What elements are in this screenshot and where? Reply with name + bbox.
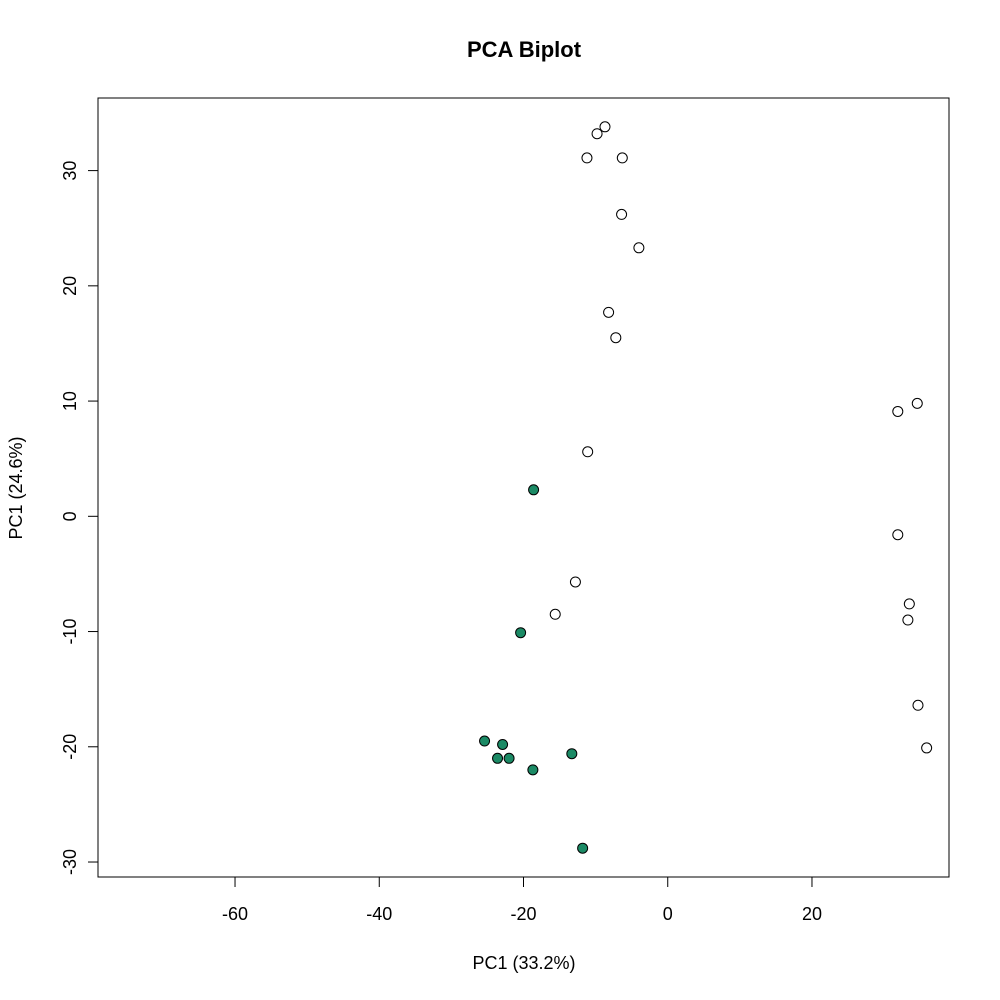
data-point [479, 735, 491, 747]
data-point [581, 152, 593, 164]
data-point [582, 446, 594, 458]
data-point [892, 529, 904, 541]
data-point [633, 242, 645, 254]
data-point [610, 332, 622, 344]
x-axis: -60 -40 -20 0 20 [222, 877, 822, 924]
x-tick-label: -20 [510, 904, 536, 924]
y-tick-label: 20 [60, 276, 80, 296]
plot-frame [97, 97, 950, 878]
data-point [492, 752, 504, 764]
x-tick-label: 0 [663, 904, 673, 924]
data-point [603, 306, 615, 318]
chart-title: PCA Biplot [467, 37, 582, 62]
y-axis-label: PC1 (24.6%) [6, 436, 26, 539]
data-point [549, 608, 561, 620]
data-point [616, 208, 628, 220]
y-tick-label: -10 [60, 619, 80, 645]
data-point [527, 764, 539, 776]
data-point [591, 128, 603, 140]
data-point [503, 752, 515, 764]
y-tick-label: 10 [60, 391, 80, 411]
data-point [599, 121, 611, 133]
data-point [566, 748, 578, 760]
data-point [912, 699, 924, 711]
y-tick-label: -20 [60, 734, 80, 760]
y-tick-label: 30 [60, 161, 80, 181]
data-point [616, 152, 628, 164]
data-point [515, 627, 527, 639]
data-point [577, 842, 589, 854]
x-tick-label: -40 [366, 904, 392, 924]
data-point [902, 614, 914, 626]
y-tick-label: 0 [60, 511, 80, 521]
data-point [921, 742, 933, 754]
data-point [569, 576, 581, 588]
data-point [497, 738, 509, 750]
data-points [479, 121, 933, 854]
data-point [903, 598, 915, 610]
y-axis: -30 -20 -10 0 10 20 30 [60, 161, 98, 875]
data-point [892, 405, 904, 417]
data-point [911, 397, 923, 409]
x-tick-label: 20 [802, 904, 822, 924]
y-tick-label: -30 [60, 849, 80, 875]
x-axis-label: PC1 (33.2%) [472, 953, 575, 973]
data-point [528, 484, 540, 496]
x-tick-label: -60 [222, 904, 248, 924]
